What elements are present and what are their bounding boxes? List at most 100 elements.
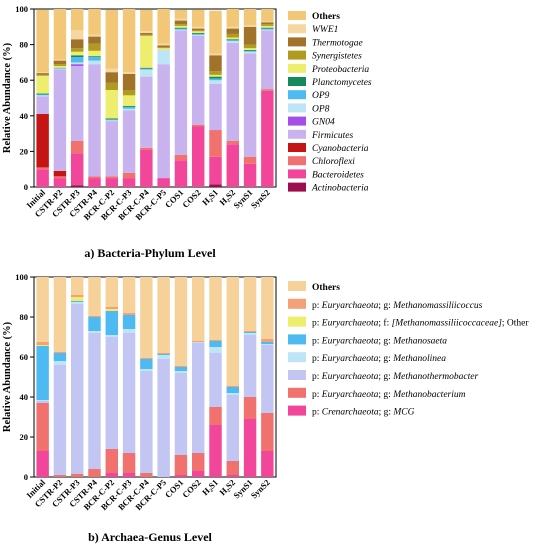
- bar-segment: [191, 26, 205, 29]
- legend-phylum: Euryarchaeota: [321, 354, 379, 364]
- bar-segment: [122, 95, 136, 107]
- x-tick-label: COS2: [180, 477, 202, 499]
- bar-segment: [36, 93, 49, 95]
- legend-swatch: [288, 37, 306, 47]
- bar-segment: [174, 18, 188, 21]
- legend-phylum: Euryarchaeota: [321, 336, 379, 346]
- bar-segment: [88, 9, 101, 35]
- legend-rank-sep: ; g:: [378, 336, 393, 346]
- legend-label: p: Crenarchaeota; g: MCG: [312, 408, 415, 418]
- legend-swatch: [288, 24, 306, 34]
- bar-segment: [157, 45, 170, 48]
- bar-segment: [174, 25, 188, 28]
- y-tick-label: 80: [20, 40, 29, 50]
- bar-segment: [174, 9, 188, 19]
- bar-stack: [140, 9, 153, 187]
- bar-segment: [122, 172, 136, 179]
- bar-segment: [105, 9, 119, 69]
- bar-stack: [191, 9, 205, 187]
- bar-segment: [226, 40, 240, 42]
- panel-caption: a) Bacteria-Phylum Level: [84, 246, 216, 260]
- bar-segment: [36, 74, 49, 76]
- legend-label: Planctomycetes: [311, 78, 372, 88]
- bar-segment: [209, 55, 222, 72]
- bar-segment: [209, 80, 222, 84]
- bar-segment: [70, 153, 84, 186]
- bar-stack: [226, 277, 240, 477]
- bar-segment: [226, 387, 240, 393]
- y-axis-label: Relative Abundance (%): [2, 42, 13, 153]
- bar-segment: [88, 178, 101, 187]
- legend-label: Actinobacteria: [311, 184, 369, 194]
- bar-segment: [209, 156, 222, 185]
- legend-label: p: Euryarchaeota; g: Methanobacterium: [312, 390, 466, 400]
- bar-segment: [157, 359, 170, 477]
- legend-label: Thermotogae: [312, 38, 363, 48]
- bar-segment: [70, 297, 84, 301]
- legend-genus: [Methanomassiliicoccaceae]: [392, 319, 503, 329]
- bar-segment: [140, 359, 153, 369]
- bar-segment: [36, 401, 49, 403]
- bar-stack: [122, 9, 136, 187]
- bar-segment: [105, 121, 119, 177]
- legend-swatch: [288, 334, 306, 345]
- bar-stack: [174, 277, 188, 477]
- bar-segment: [174, 371, 188, 373]
- bar-stack: [209, 10, 222, 187]
- bar-segment: [209, 53, 222, 56]
- bar-segment: [191, 342, 205, 343]
- bar-segment: [191, 9, 205, 27]
- bar-segment: [122, 178, 136, 187]
- bar-segment: [191, 277, 205, 341]
- bar-segment: [105, 277, 119, 307]
- bar-segment: [36, 400, 49, 401]
- bar-segment: [140, 67, 153, 69]
- bar-segment: [209, 425, 222, 477]
- bar-segment: [70, 295, 84, 297]
- bar-segment: [140, 147, 153, 150]
- bar-segment: [157, 178, 170, 187]
- bar-segment: [261, 30, 274, 90]
- bar-segment: [122, 277, 136, 313]
- bar-stack: [243, 277, 257, 477]
- bar-segment: [174, 27, 188, 29]
- legend-rank-sep: ; g:: [378, 390, 393, 400]
- bar-segment: [174, 455, 188, 475]
- bar-segment: [122, 313, 136, 315]
- bar-segment: [226, 41, 240, 43]
- bar-segment: [261, 21, 274, 23]
- bar-segment: [88, 277, 101, 316]
- bar-segment: [261, 339, 274, 342]
- bar-segment: [191, 30, 205, 32]
- bar-segment: [226, 9, 240, 27]
- bar-segment: [53, 277, 67, 352]
- bar-segment: [88, 56, 101, 58]
- y-tick-label: 20: [20, 146, 29, 156]
- bar-segment: [53, 68, 67, 70]
- y-tick-label: 60: [20, 75, 29, 85]
- bar-segment: [53, 69, 67, 171]
- legend-label: Synergistetes: [312, 52, 362, 62]
- legend-swatch: [288, 405, 306, 416]
- bar-segment: [36, 96, 49, 115]
- bar-segment: [226, 461, 240, 475]
- bar-segment: [70, 9, 84, 31]
- bar-segment: [36, 9, 49, 73]
- bar-stack: [191, 277, 205, 477]
- legend-rank-prefix: p:: [312, 354, 322, 364]
- bar-segment: [88, 43, 101, 51]
- bar-stack: [36, 277, 49, 477]
- legend-phylum: Euryarchaeota: [321, 301, 379, 311]
- bar-segment: [140, 68, 153, 70]
- bar-segment: [261, 9, 274, 22]
- bar-segment: [226, 277, 240, 386]
- bar-segment: [243, 419, 257, 477]
- legend-rank-prefix: p:: [312, 301, 322, 311]
- bar-segment: [70, 39, 84, 49]
- legend-label: Cyanobacteria: [312, 144, 369, 154]
- bar-segment: [226, 395, 240, 461]
- bar-segment: [53, 9, 67, 60]
- bar-stack: [140, 277, 153, 477]
